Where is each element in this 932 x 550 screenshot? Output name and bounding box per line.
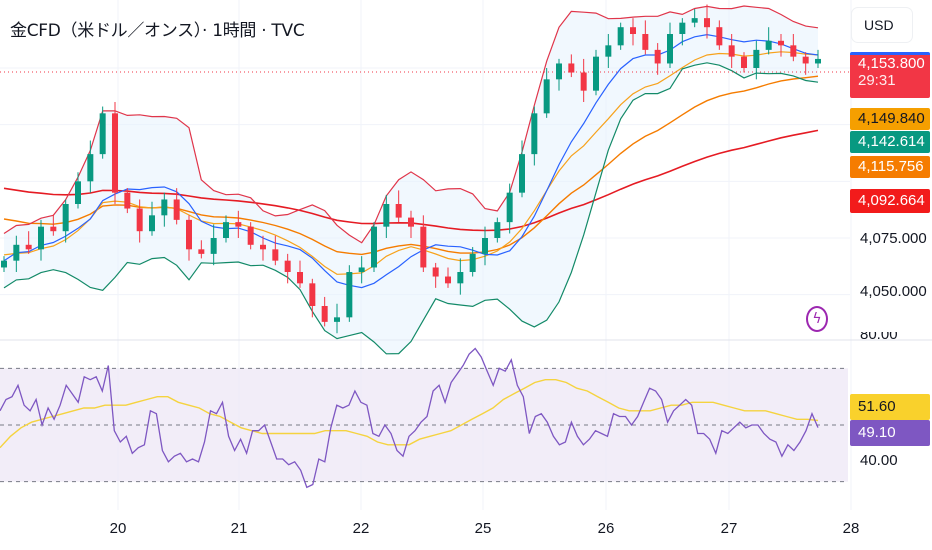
candle-body [62, 204, 69, 232]
candle-body [50, 226, 57, 232]
candle-body [815, 58, 821, 64]
rsi-line [0, 347, 819, 489]
candle-body [704, 18, 710, 28]
bb-lower-line [3, 62, 819, 355]
bb-upper-line [3, 5, 819, 244]
candle-body [753, 49, 760, 68]
candle-body [38, 226, 44, 250]
candle-body [457, 272, 464, 284]
candle-body [568, 63, 575, 73]
candle-body [617, 27, 624, 46]
lightning-icon[interactable]: ϟ [806, 306, 828, 332]
bb-lower-tag: 4,142.614 [850, 131, 930, 153]
candle-body [802, 56, 809, 64]
currency-selector[interactable]: USD [852, 8, 912, 42]
candle-body [543, 79, 550, 114]
rsi-ma-tag: 51.60 [850, 394, 930, 420]
candle-body [445, 276, 451, 284]
candle-body [383, 204, 390, 227]
candle-body [173, 199, 180, 220]
bollinger-band-fill [4, 6, 818, 354]
candle-body [765, 40, 772, 50]
candle-body [247, 226, 254, 245]
y-tick-4075: 4,075.000 [860, 230, 927, 247]
candle-body [667, 34, 673, 64]
x-tick-21: 21 [230, 520, 248, 537]
ema200-tag: 4,092.664 [850, 189, 930, 213]
candle-body [531, 113, 538, 155]
candle-body [75, 181, 81, 204]
candle-body [778, 40, 784, 46]
x-tick-28: 28 [842, 520, 860, 537]
candle-body [506, 192, 513, 223]
rsi-panel [0, 347, 848, 489]
rsi-tick-80: 80.00 [860, 332, 898, 343]
candle-body [494, 222, 501, 238]
x-tick-22: 22 [352, 520, 370, 537]
candle-body [556, 63, 562, 80]
rsi-tag: 49.10 [850, 420, 930, 446]
candle-body [161, 199, 168, 216]
candle-body [469, 253, 476, 272]
candle-body [358, 267, 365, 272]
candle-body [149, 215, 155, 232]
candle-body [334, 317, 340, 322]
candle-body [482, 238, 488, 254]
candle-body [309, 283, 316, 306]
ema100-tag: 4,115.756 [850, 156, 930, 178]
candle-body [321, 306, 328, 322]
candle-body [371, 226, 377, 268]
candle-body [716, 27, 723, 46]
candle-body [580, 72, 587, 91]
candle-body [395, 204, 402, 218]
candle-body [691, 18, 698, 23]
candle-body [99, 113, 106, 155]
candle-body [124, 192, 131, 209]
candle-body [260, 244, 266, 250]
candle-body [728, 45, 735, 57]
candle-body [112, 113, 118, 193]
candle-body [642, 34, 649, 50]
candle-body [741, 56, 747, 68]
candle-body [235, 222, 242, 227]
rsi-ma-line [0, 379, 819, 449]
candle-body [408, 217, 414, 227]
chart-title: 金CFD（米ドル／オンス）· 1時間 · TVC [10, 21, 305, 41]
candle-body [87, 154, 94, 182]
candle-body [432, 267, 439, 277]
x-tick-20: 20 [109, 520, 127, 537]
candles [1, 4, 821, 334]
last-price-tag: 4,153.800 29:31 [850, 52, 930, 98]
candle-body [679, 22, 686, 34]
last-price-value: 4,153.800 [858, 55, 925, 72]
x-tick-25: 25 [474, 520, 492, 537]
candle-body [605, 45, 612, 57]
candle-body [1, 260, 7, 268]
candle-body [13, 244, 20, 261]
candle-body [198, 249, 205, 254]
y-tick-4050: 4,050.000 [860, 283, 927, 300]
candle-body [654, 49, 661, 64]
candle-body [346, 272, 353, 318]
candle-body [519, 154, 525, 193]
candle-body [593, 56, 599, 91]
candle-body [223, 222, 229, 238]
candle-body [284, 260, 291, 272]
candle-body [272, 249, 279, 261]
candle-body [210, 238, 217, 254]
candle-body [297, 272, 303, 284]
x-tick-27: 27 [720, 520, 738, 537]
ema50-tag: 4,149.840 [850, 108, 930, 130]
candle-body [136, 208, 143, 232]
candle-body [25, 244, 32, 250]
bollinger-fill [4, 6, 818, 354]
candle-body [186, 219, 192, 250]
candle-body [630, 27, 636, 34]
countdown: 29:31 [858, 72, 896, 89]
candle-body [790, 45, 797, 57]
rsi-tick-40: 40.00 [860, 452, 898, 469]
candle-body [420, 226, 427, 268]
x-tick-26: 26 [597, 520, 615, 537]
